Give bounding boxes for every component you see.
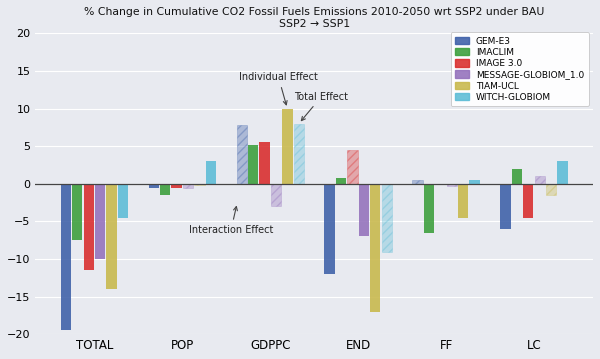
Bar [149, 184, 159, 188]
Bar [370, 184, 380, 312]
Bar [183, 184, 193, 188]
Bar [72, 184, 82, 240]
Text: Interaction Effect: Interaction Effect [189, 206, 273, 235]
Bar [382, 184, 392, 252]
Bar [172, 184, 182, 188]
Bar [412, 180, 422, 184]
Bar [259, 143, 269, 184]
Text: Total Effect: Total Effect [295, 92, 349, 121]
Bar [118, 184, 128, 218]
Bar [546, 184, 556, 195]
Bar [424, 184, 434, 233]
Bar [469, 180, 480, 184]
Bar [282, 109, 293, 184]
Bar [83, 184, 94, 270]
Text: Individual Effect: Individual Effect [239, 72, 318, 105]
Bar [271, 184, 281, 206]
Bar [236, 125, 247, 184]
Bar [248, 145, 258, 184]
Bar [359, 184, 369, 237]
Bar [206, 161, 216, 184]
Bar [194, 184, 205, 185]
Bar [557, 161, 568, 184]
Bar [293, 124, 304, 184]
Title: % Change in Cumulative CO2 Fossil Fuels Emissions 2010-2050 wrt SSP2 under BAU
S: % Change in Cumulative CO2 Fossil Fuels … [84, 7, 544, 29]
Bar [535, 176, 545, 184]
Bar [458, 184, 469, 218]
Legend: GEM-E3, IMACLIM, IMAGE 3.0, MESSAGE-GLOBIOM_1.0, TIAM-UCL, WITCH-GLOBIOM: GEM-E3, IMACLIM, IMAGE 3.0, MESSAGE-GLOB… [451, 32, 589, 106]
Bar [523, 184, 533, 218]
Bar [435, 184, 445, 185]
Bar [106, 184, 116, 289]
Bar [325, 184, 335, 274]
Bar [500, 184, 511, 229]
Bar [160, 184, 170, 195]
Bar [61, 184, 71, 330]
Bar [336, 178, 346, 184]
Bar [512, 169, 522, 184]
Bar [347, 150, 358, 184]
Bar [446, 184, 457, 186]
Bar [95, 184, 105, 259]
